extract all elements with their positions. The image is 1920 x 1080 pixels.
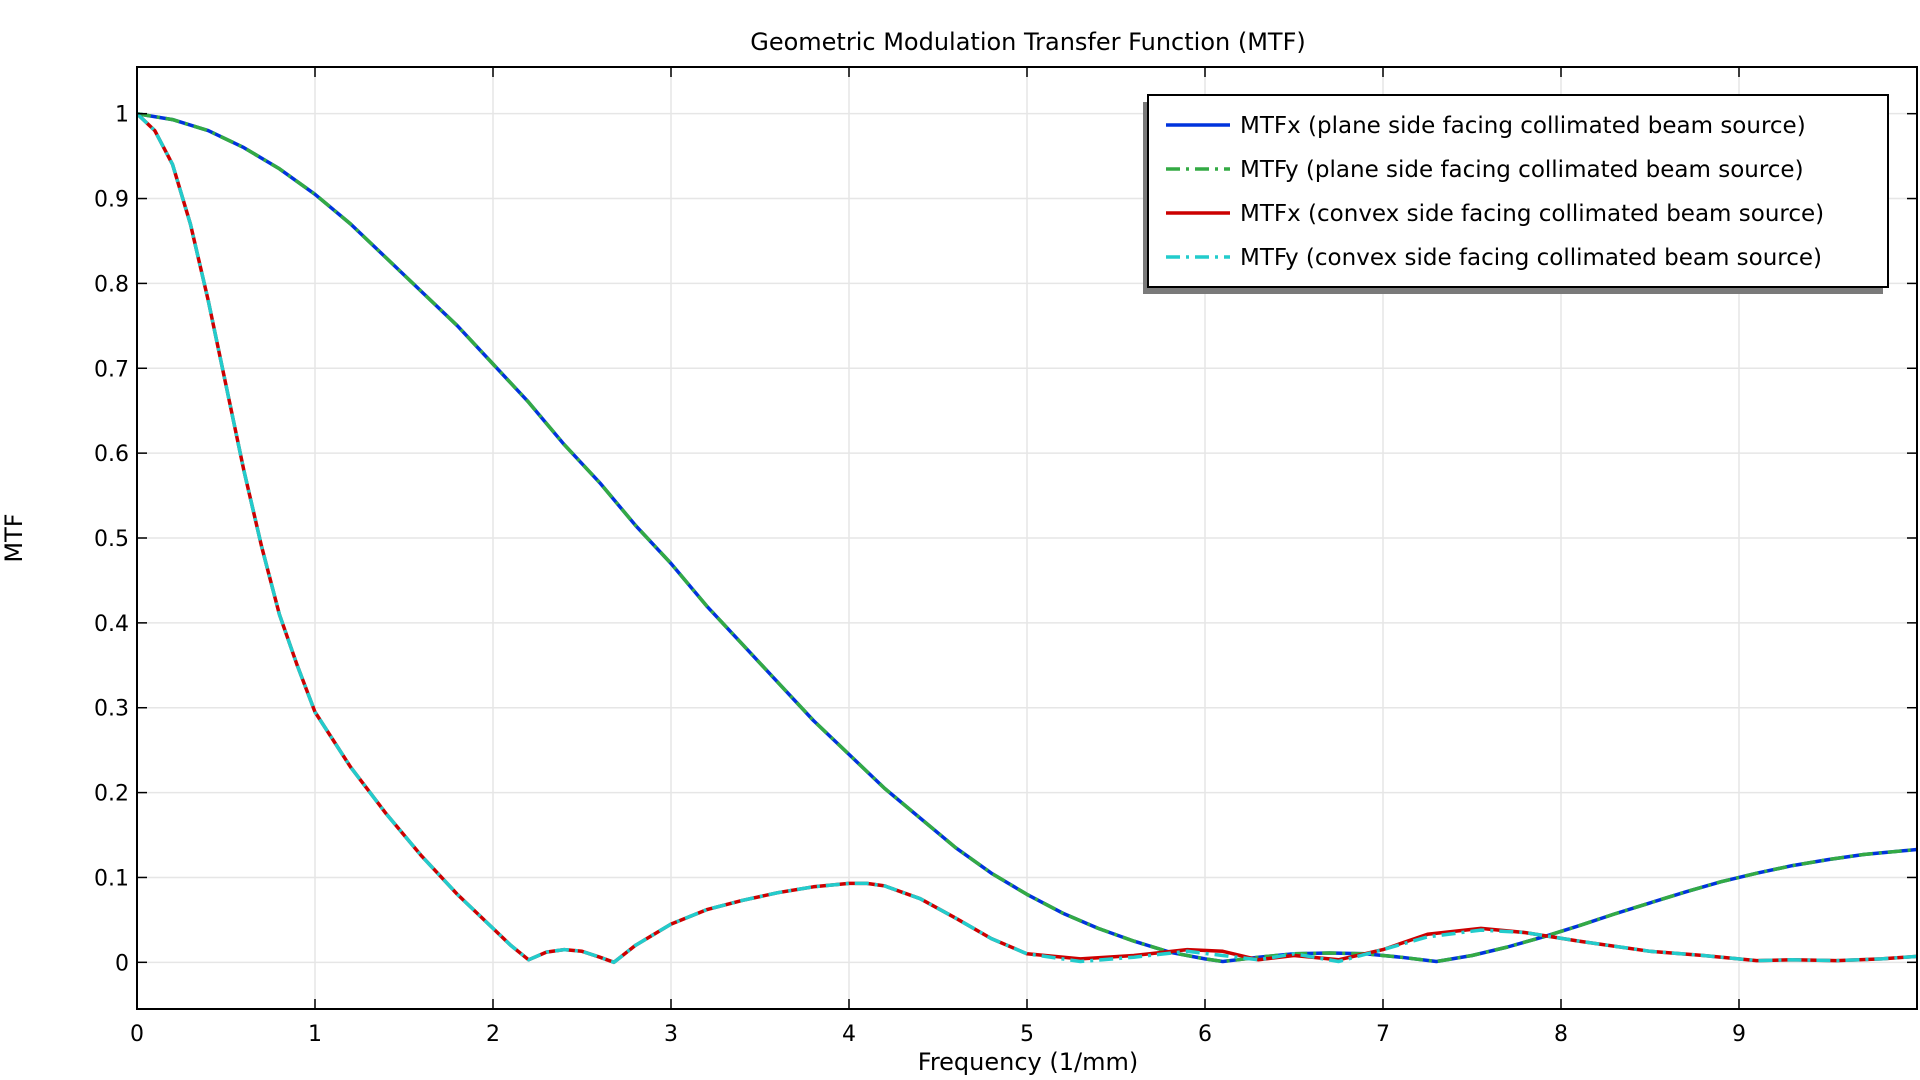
- y-tick-label: 0.1: [94, 866, 129, 891]
- series-line-mtfy-convex-side-facing-collimated-beam-source: [137, 112, 1917, 965]
- y-tick-label: 0: [115, 951, 129, 976]
- legend-label: MTFy (plane side facing collimated beam …: [1240, 157, 1804, 183]
- y-tick-label: 0.2: [94, 782, 129, 807]
- legend-label: MTFx (convex side facing collimated beam…: [1240, 201, 1824, 227]
- legend: MTFx (plane side facing collimated beam …: [1143, 94, 1889, 294]
- x-axis-label: Frequency (1/mm): [918, 1048, 1138, 1076]
- x-tick-label: 9: [1732, 1022, 1746, 1047]
- legend-box: [1147, 94, 1889, 288]
- legend-label: MTFy (convex side facing collimated beam…: [1240, 245, 1822, 271]
- y-tick-label: 0.3: [94, 697, 129, 722]
- y-tick-label: 0.9: [94, 188, 129, 213]
- x-tick-label: 7: [1376, 1022, 1390, 1047]
- x-tick-label: 0: [130, 1022, 144, 1047]
- series-lines: [137, 111, 1917, 965]
- y-tick-label: 0.7: [94, 357, 129, 382]
- y-tick-label: 0.4: [94, 612, 129, 637]
- x-tick-label: 8: [1554, 1022, 1568, 1047]
- x-tick-label: 6: [1198, 1022, 1212, 1047]
- x-tick-label: 3: [664, 1022, 678, 1047]
- y-tick-label: 1: [115, 103, 129, 128]
- y-tick-label: 0.8: [94, 272, 129, 297]
- y-tick-label: 0.5: [94, 527, 129, 552]
- x-tick-label: 5: [1020, 1022, 1034, 1047]
- x-tick-label: 2: [486, 1022, 500, 1047]
- x-tick-label: 1: [308, 1022, 322, 1047]
- chart-title: Geometric Modulation Transfer Function (…: [750, 28, 1306, 56]
- legend-label: MTFx (plane side facing collimated beam …: [1240, 113, 1806, 139]
- y-axis-label: MTF: [0, 513, 28, 562]
- x-tick-label: 4: [842, 1022, 856, 1047]
- y-tick-label: 0.6: [94, 442, 129, 467]
- series-line-mtfy-plane-side-facing-collimated-beam-source: [137, 111, 1917, 964]
- axis-ticks: 0 1 2 3 4 5 6 7 8 9 0 0.1 0.2 0.3 0.4 0.5 0.6 0.7 0.8 0.9 1: [94, 67, 1917, 1047]
